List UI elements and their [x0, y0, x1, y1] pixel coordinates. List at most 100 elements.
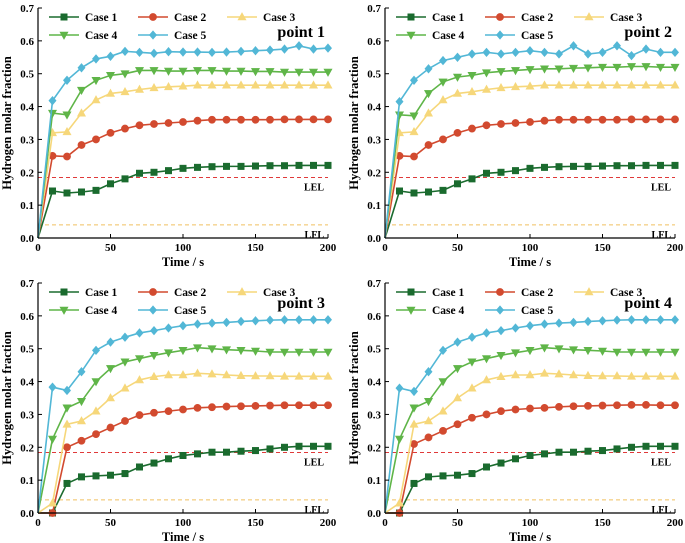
data-point-case-2 [280, 401, 289, 410]
x-tick-label: 100 [522, 517, 539, 529]
data-point-case-4 [120, 70, 130, 79]
data-point-case-4 [207, 345, 217, 354]
data-point-case-2 [193, 116, 202, 125]
data-point-case-2 [482, 121, 491, 130]
series-line-case-1 [37, 164, 328, 239]
y-tick-label: 0.5 [20, 69, 34, 81]
data-point-case-4 [641, 348, 651, 357]
reference-label-lel: LEL [304, 458, 324, 469]
data-point-case-5 [193, 319, 202, 329]
y-tick-label: 0.4 [20, 377, 34, 389]
y-tick-label: 0.5 [367, 344, 381, 356]
panel-title: point 4 [624, 295, 672, 312]
data-point-case-1 [295, 161, 303, 169]
data-point-case-5 [295, 315, 303, 325]
data-point-case-2 [77, 436, 86, 445]
series-case-2 [385, 400, 679, 517]
series-case-5 [37, 41, 332, 239]
data-point-case-4 [250, 347, 261, 356]
legend: Case 1 Case 2 Case 3 Case 4 Case 5 [396, 287, 643, 317]
data-point-case-1 [78, 188, 86, 196]
data-point-case-2 [150, 408, 158, 417]
legend-item-case-3: Case 3 [227, 287, 296, 299]
data-point-case-2 [627, 400, 636, 409]
data-point-case-5 [106, 51, 115, 61]
data-point-case-1 [511, 167, 519, 175]
x-tick-label: 100 [175, 517, 192, 529]
data-point-case-5 [150, 325, 158, 336]
y-tick-label: 0.5 [20, 344, 34, 356]
data-point-case-1 [48, 187, 56, 195]
data-point-case-4 [308, 348, 319, 357]
data-point-case-1 [497, 168, 505, 176]
series-case-4 [37, 67, 333, 239]
data-point-case-3 [207, 369, 217, 378]
data-point-case-3 [423, 108, 434, 117]
data-point-case-5 [613, 41, 621, 51]
series-case-1 [38, 442, 332, 517]
data-point-case-1 [642, 442, 650, 450]
data-point-case-3 [496, 83, 506, 92]
data-point-case-5 [671, 315, 679, 325]
data-point-case-1 [194, 163, 202, 171]
y-tick-label: 0.7 [20, 3, 34, 15]
data-point-case-4 [120, 358, 130, 367]
data-point-case-4 [655, 348, 666, 357]
data-point-case-2 [511, 405, 520, 414]
data-point-case-5 [584, 316, 592, 327]
legend-marker-case-1 [407, 288, 415, 296]
data-point-case-2 [251, 115, 260, 124]
x-tick-label: 150 [594, 517, 611, 529]
y-axis-title: Hydrogen molar fraction [347, 331, 361, 465]
data-point-case-4 [423, 90, 434, 99]
reference-label-lfl: LFL [305, 230, 325, 241]
data-point-case-3 [265, 371, 275, 380]
data-point-case-3 [510, 370, 521, 379]
data-point-case-4 [539, 344, 550, 353]
data-point-case-2 [266, 401, 274, 410]
legend: Case 1 Case 2 Case 3 Case 4 Case 5 [396, 12, 643, 42]
data-point-case-5 [526, 46, 534, 56]
data-point-case-1 [584, 162, 592, 170]
data-point-case-5 [410, 75, 418, 85]
data-point-case-3 [178, 81, 188, 90]
data-point-case-3 [91, 95, 101, 104]
reference-label-lel: LEL [651, 183, 671, 194]
data-point-case-4 [481, 355, 492, 364]
data-point-case-1 [439, 472, 447, 480]
data-point-case-5 [164, 47, 173, 57]
data-point-case-4 [612, 63, 622, 72]
series-case-2 [37, 115, 332, 239]
x-tick-label: 200 [667, 242, 684, 254]
y-tick-label: 0.2 [367, 442, 381, 454]
data-point-case-1 [569, 448, 577, 456]
data-point-case-1 [569, 162, 577, 170]
data-point-case-4 [510, 349, 521, 358]
data-point-case-1 [63, 189, 71, 197]
data-point-case-1 [526, 451, 534, 459]
legend-marker-case-1 [60, 288, 68, 296]
data-point-case-2 [280, 115, 289, 124]
data-point-case-4 [597, 63, 608, 72]
series-case-4 [384, 344, 680, 514]
data-point-case-5 [92, 54, 100, 64]
data-point-case-2 [424, 433, 433, 442]
y-axis-title: Hydrogen molar fraction [0, 331, 14, 465]
data-point-case-2 [179, 118, 187, 126]
data-point-case-1 [136, 463, 144, 471]
data-point-case-2 [309, 401, 318, 410]
data-point-case-5 [164, 323, 173, 333]
x-tick-label: 0 [35, 517, 41, 529]
x-tick-label: 150 [247, 517, 264, 529]
y-tick-label: 0.2 [20, 167, 34, 179]
data-point-case-4 [641, 63, 651, 72]
legend-label: Case 2 [174, 12, 207, 24]
reference-label-lfl: LFL [652, 505, 672, 516]
data-point-case-3 [236, 80, 246, 89]
legend-label: Case 1 [432, 287, 465, 299]
data-point-case-3 [149, 371, 159, 380]
data-point-case-5 [424, 367, 433, 377]
legend-item-case-4: Case 4 [396, 30, 465, 42]
legend-item-case-2: Case 2 [138, 287, 207, 299]
data-point-case-1 [280, 443, 288, 451]
